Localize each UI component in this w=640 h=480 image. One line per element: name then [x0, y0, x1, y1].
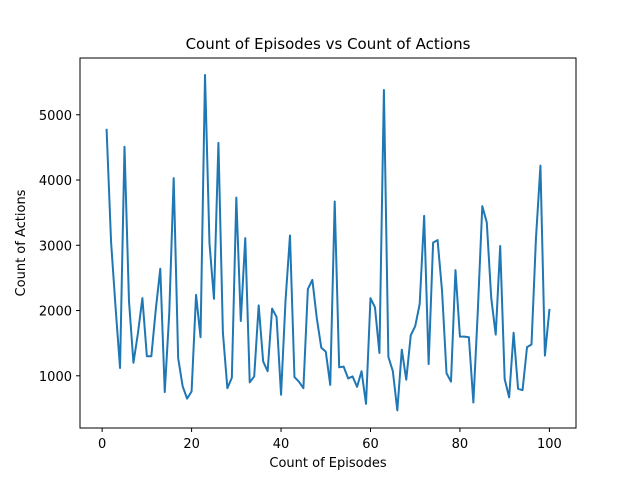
- plot-area: [105, 73, 551, 412]
- x-tick-label: 0: [98, 437, 106, 452]
- chart-title: Count of Episodes vs Count of Actions: [186, 35, 471, 53]
- x-tick-label: 60: [362, 437, 379, 452]
- x-tick-label: 20: [183, 437, 200, 452]
- series-line-0: [105, 73, 551, 412]
- plot-frame: [79, 57, 577, 429]
- x-axis-label: Count of Episodes: [269, 456, 386, 471]
- y-tick-label: 5000: [39, 109, 72, 124]
- y-tick-label: 1000: [39, 370, 72, 385]
- x-axis: 0 20 40 60 80 100: [98, 428, 562, 452]
- y-axis: 1000 2000 3000 4000 5000: [39, 109, 80, 385]
- x-tick-label: 100: [537, 437, 562, 452]
- x-tick-label: 40: [273, 437, 290, 452]
- x-tick-label: 80: [452, 437, 469, 452]
- y-tick-label: 4000: [39, 174, 72, 189]
- y-tick-label: 2000: [39, 305, 72, 320]
- y-axis-label: Count of Actions: [14, 189, 29, 296]
- y-tick-label: 3000: [39, 239, 72, 254]
